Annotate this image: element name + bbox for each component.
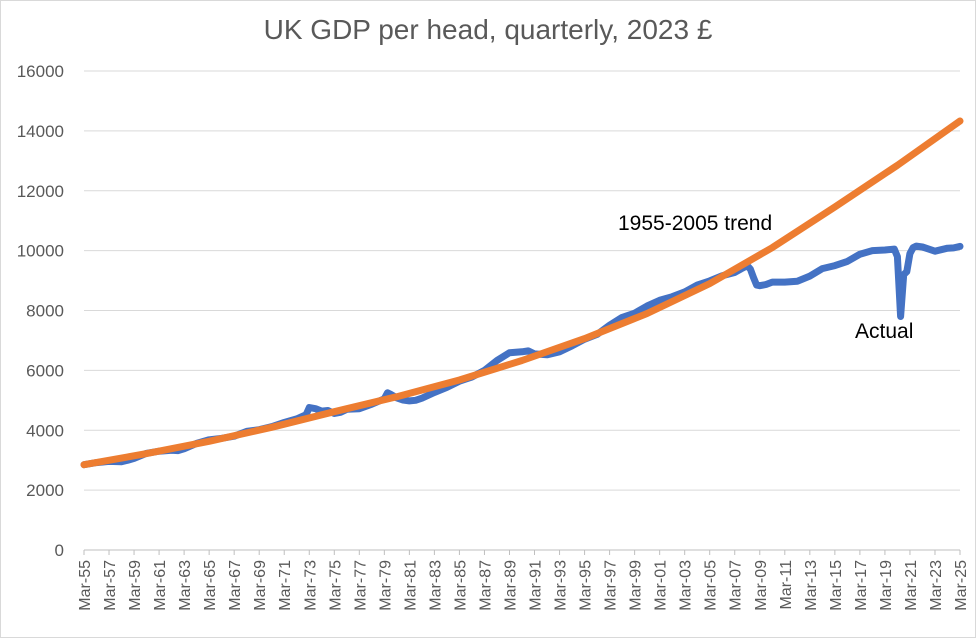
x-tick-label: Mar-07 xyxy=(728,560,745,611)
x-axis-tick-labels: Mar-55 Mar-57 Mar-59 Mar-61 Mar-63 Mar-65 Mar-… xyxy=(77,560,970,611)
x-tick-label: Mar-89 xyxy=(502,560,519,611)
chart-title: UK GDP per head, quarterly, 2023 £ xyxy=(263,14,713,45)
x-tick-label: Mar-95 xyxy=(578,560,595,611)
x-tick-label: Mar-23 xyxy=(928,560,945,611)
x-tick-label: Mar-61 xyxy=(152,560,169,611)
x-tick-label: Mar-19 xyxy=(878,560,895,611)
y-tick-label: 14000 xyxy=(17,122,64,141)
x-tick-label: Mar-11 xyxy=(778,560,795,610)
trend-annotation: 1955-2005 trend xyxy=(618,212,772,235)
y-tick-label: 4000 xyxy=(26,421,64,440)
x-tick-label: Mar-93 xyxy=(553,560,570,611)
x-tick-label: Mar-25 xyxy=(953,560,970,611)
x-tick-label: Mar-01 xyxy=(653,560,670,611)
x-tick-label: Mar-85 xyxy=(452,560,469,611)
x-tick-label: Mar-67 xyxy=(227,560,244,611)
x-tick-label: Mar-71 xyxy=(277,560,294,611)
y-axis-tick-labels: 0 2000 4000 6000 8000 10000 12000 14000 16000 xyxy=(17,62,64,560)
y-tick-label: 2000 xyxy=(26,481,64,500)
x-tick-label: Mar-21 xyxy=(903,560,920,611)
x-tick-label: Mar-97 xyxy=(603,560,620,611)
actual-annotation: Actual xyxy=(855,320,913,343)
series-line-trend xyxy=(80,117,964,469)
x-tick-label: Mar-55 xyxy=(77,560,94,611)
x-tick-label: Mar-13 xyxy=(803,560,820,611)
x-tick-label: Mar-99 xyxy=(628,560,645,611)
y-tick-label: 12000 xyxy=(17,182,64,201)
data-series xyxy=(80,117,964,469)
x-tick-label: Mar-73 xyxy=(302,560,319,611)
x-tick-label: Mar-17 xyxy=(853,560,870,611)
y-tick-label: 16000 xyxy=(17,62,64,81)
x-tick-label: Mar-81 xyxy=(402,560,419,611)
x-tick-label: Mar-15 xyxy=(828,560,845,611)
x-tick-label: Mar-63 xyxy=(177,560,194,611)
gridlines xyxy=(83,70,961,555)
y-tick-label: 8000 xyxy=(26,302,64,321)
x-tick-label: Mar-65 xyxy=(202,560,219,611)
y-tick-label: 6000 xyxy=(26,361,64,380)
x-tick-label: Mar-77 xyxy=(352,560,369,611)
series-line-actual xyxy=(80,242,964,469)
x-tick-label: Mar-83 xyxy=(427,560,444,611)
annotations: 1955-2005 trend Actual xyxy=(618,212,913,343)
y-tick-label: 0 xyxy=(55,541,64,560)
x-tick-label: Mar-57 xyxy=(102,560,119,611)
x-tick-label: Mar-75 xyxy=(327,560,344,611)
x-tick-label: Mar-59 xyxy=(127,560,144,611)
x-tick-label: Mar-03 xyxy=(678,560,695,611)
x-tick-label: Mar-87 xyxy=(477,560,494,611)
y-tick-label: 10000 xyxy=(17,242,64,261)
x-tick-label: Mar-79 xyxy=(377,560,394,611)
x-tick-label: Mar-09 xyxy=(753,560,770,611)
x-tick-label: Mar-91 xyxy=(528,560,545,611)
x-tick-label: Mar-05 xyxy=(703,560,720,611)
x-tick-label: Mar-69 xyxy=(252,560,269,611)
